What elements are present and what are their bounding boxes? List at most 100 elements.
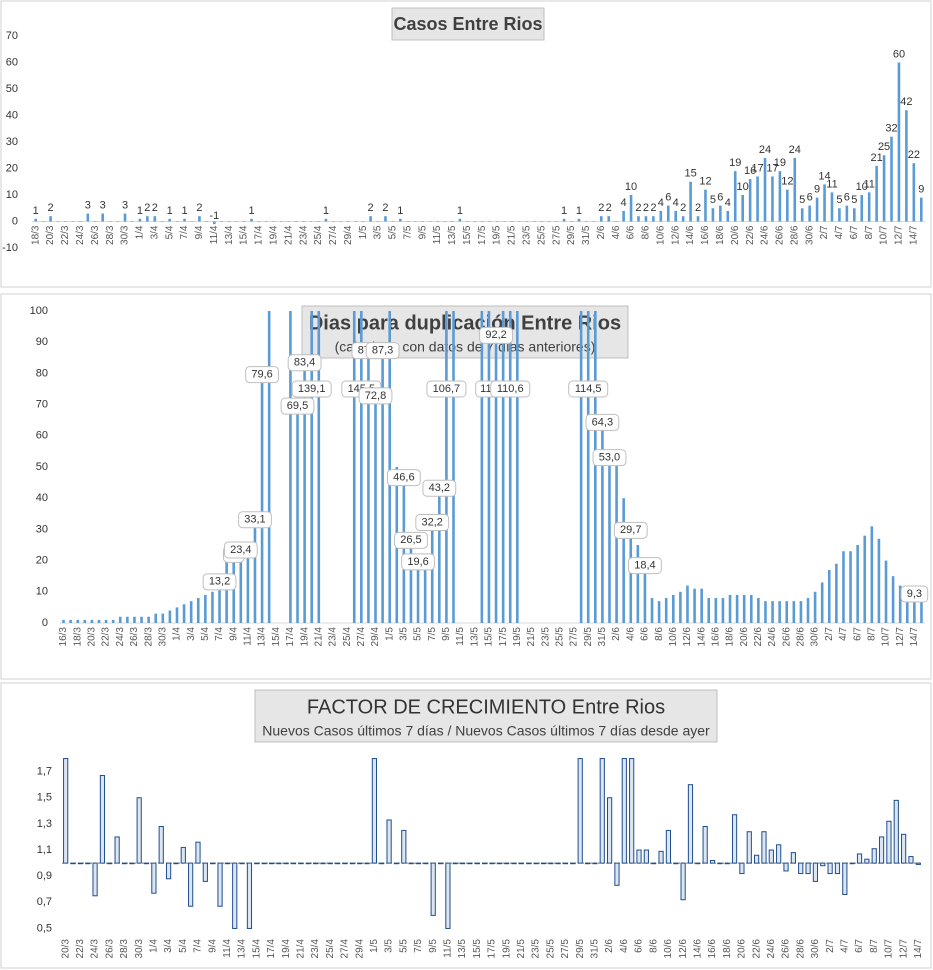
data-label: 16 (744, 165, 756, 177)
bar (421, 221, 424, 222)
x-tick-label: 7/5 (402, 225, 413, 239)
bar (406, 221, 410, 222)
x-tick-label: 23/4 (298, 225, 309, 245)
bar (335, 862, 341, 865)
data-label: 32 (885, 123, 897, 135)
x-tick-label: 8/6 (654, 627, 665, 641)
data-label: 1 (167, 205, 173, 217)
x-tick-label: 23/5 (540, 627, 551, 647)
x-tick-label: 22/6 (753, 627, 764, 647)
x-tick-label: 10/7 (879, 225, 890, 245)
bar (225, 560, 228, 623)
data-label: 1 (137, 205, 143, 217)
data-label: 1 (181, 205, 187, 217)
x-tick-label: 16/6 (710, 627, 721, 647)
bar (898, 585, 902, 623)
bar (416, 561, 420, 623)
bar (757, 598, 760, 623)
x-tick-label: 25/4 (342, 627, 353, 647)
bar (324, 218, 328, 222)
bar (882, 155, 886, 222)
bar (742, 594, 746, 623)
bar (504, 862, 510, 865)
y-tick-label: 10 (6, 189, 18, 201)
bar (452, 311, 455, 623)
x-tick-label: 27/5 (560, 939, 571, 959)
bar (671, 594, 675, 623)
bar (884, 560, 888, 623)
bar (644, 216, 648, 222)
y-tick-label: 0 (42, 617, 48, 629)
bar (495, 221, 499, 222)
bar (218, 581, 221, 623)
bar (352, 311, 356, 623)
x-tick-label: 8/7 (869, 939, 880, 953)
data-label: 4 (673, 197, 679, 209)
bar (601, 422, 604, 623)
x-tick-label: 10/6 (668, 627, 679, 647)
bar (310, 311, 314, 623)
data-label: 79,6 (251, 369, 272, 381)
bar (118, 616, 122, 623)
x-tick-label: 6/7 (852, 627, 863, 641)
data-label: 2 (152, 202, 158, 214)
x-tick-label: 20/6 (739, 627, 750, 647)
bar (409, 540, 413, 623)
bar (806, 598, 810, 623)
data-label-box (613, 521, 648, 539)
bar (599, 216, 603, 222)
bar (622, 210, 625, 222)
bar (131, 221, 134, 222)
y-tick-label: 40 (36, 492, 48, 504)
data-label: 12 (781, 176, 793, 188)
y-tick-label: 0,9 (37, 870, 52, 882)
bar (908, 856, 914, 864)
x-tick-label: 26/6 (781, 939, 792, 959)
bar (261, 862, 267, 865)
x-tick-label: 16/6 (700, 225, 711, 245)
bar (891, 576, 895, 623)
data-label: 9 (814, 184, 820, 196)
x-tick-label: 21/4 (283, 225, 294, 245)
bar (202, 862, 208, 882)
x-tick-label: 3/4 (149, 225, 160, 239)
bar (555, 862, 561, 865)
y-tick-label: 70 (36, 399, 48, 411)
bar (508, 311, 512, 623)
data-label-box (426, 380, 467, 398)
data-label: 1 (33, 205, 39, 217)
data-label-box (223, 541, 258, 559)
data-label: 4 (725, 197, 731, 209)
bar (501, 311, 505, 623)
bar (548, 862, 554, 865)
bar (877, 538, 881, 623)
bar (838, 208, 841, 222)
bar (367, 350, 370, 623)
data-label-box (358, 387, 393, 405)
data-label: 2 (650, 202, 656, 214)
y-tick-label: 20 (6, 162, 18, 174)
bar (749, 594, 753, 623)
bar (376, 221, 380, 222)
x-tick-label: 30/6 (804, 225, 815, 245)
data-label-box (287, 354, 322, 372)
data-label: 4 (621, 197, 627, 209)
x-tick-label: 21/4 (313, 627, 324, 647)
bar (592, 862, 598, 865)
bar (540, 862, 547, 865)
y-tick-label: 70 (6, 30, 18, 42)
bar (384, 216, 387, 222)
bar (265, 221, 268, 222)
bar (104, 619, 108, 623)
bar (651, 862, 657, 865)
bar (920, 593, 923, 623)
y-tick-label: 40 (6, 109, 18, 121)
x-tick-label: 31/5 (581, 225, 592, 245)
bar (408, 862, 414, 865)
x-tick-label: 4/7 (839, 939, 850, 953)
bar (555, 221, 558, 222)
data-label-box (568, 380, 609, 398)
bar (154, 613, 158, 623)
bar (726, 210, 730, 222)
data-label: 92,2 (485, 329, 506, 341)
